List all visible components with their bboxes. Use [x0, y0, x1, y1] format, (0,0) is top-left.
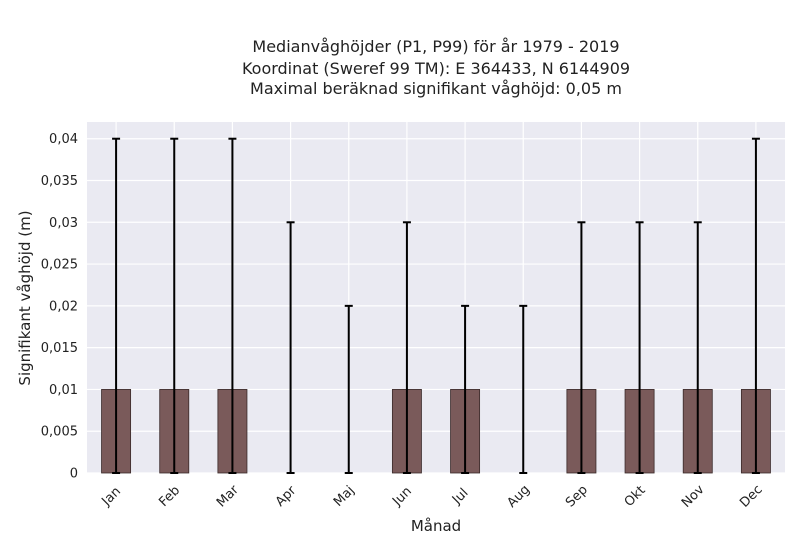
y-tick-label: 0,035	[41, 174, 78, 189]
error-bar-mar	[228, 137, 237, 474]
y-tick-label: 0,025	[41, 258, 78, 273]
x-tick-label: Aug	[504, 482, 533, 511]
error-bar-okt	[635, 221, 644, 474]
chart-title-line-1: Medianvåghöjder (P1, P99) för år 1979 - …	[252, 37, 619, 56]
x-tick-label: Jan	[99, 484, 124, 509]
x-tick-label: Dec	[737, 482, 765, 510]
y-tick-label: 0	[70, 467, 78, 482]
error-bar-nov	[693, 221, 702, 474]
x-tick-label: Jul	[449, 486, 471, 508]
plot-background	[87, 122, 785, 473]
y-tick-label: 0,04	[49, 132, 78, 147]
error-bar-aug	[519, 304, 528, 474]
error-bar-apr	[286, 221, 295, 474]
chart-title-line-3: Maximal beräknad signifikant våghöjd: 0,…	[250, 79, 622, 98]
y-ticks: 0 0,005 0,01 0,015 0,02 0,025 0,03 0,035 0,04	[41, 132, 78, 481]
x-tick-label: Apr	[273, 483, 300, 510]
y-tick-label: 0,03	[49, 216, 78, 231]
chart-title-line-2: Koordinat (Sweref 99 TM): E 364433, N 61…	[242, 59, 630, 78]
x-tick-label: Okt	[622, 483, 649, 510]
x-tick-label: Feb	[156, 483, 183, 510]
x-axis-label: Månad	[411, 517, 461, 535]
y-tick-label: 0,005	[41, 425, 78, 440]
y-tick-label: 0,015	[41, 341, 78, 356]
error-bar-feb	[170, 137, 179, 474]
error-bar-maj	[344, 304, 353, 474]
x-ticks: Jan Feb Mar Apr Maj Jun Jul Aug Sep Okt Nov Dec	[99, 482, 766, 511]
error-bar-jul	[461, 304, 470, 474]
error-bar-jun	[402, 221, 411, 474]
error-bar-jan	[112, 137, 121, 474]
error-bar-sep	[577, 221, 586, 474]
x-tick-label: Sep	[563, 483, 591, 511]
y-axis-label: Signifikant våghöjd (m)	[16, 210, 34, 385]
y-tick-label: 0,01	[49, 383, 78, 398]
error-bars	[112, 137, 760, 474]
x-tick-label: Maj	[331, 483, 358, 510]
error-bar-dec	[751, 137, 760, 474]
x-tick-label: Nov	[679, 482, 708, 511]
x-tick-label: Mar	[214, 482, 242, 510]
y-tick-label: 0,02	[49, 299, 78, 314]
x-tick-label: Jun	[389, 484, 415, 510]
